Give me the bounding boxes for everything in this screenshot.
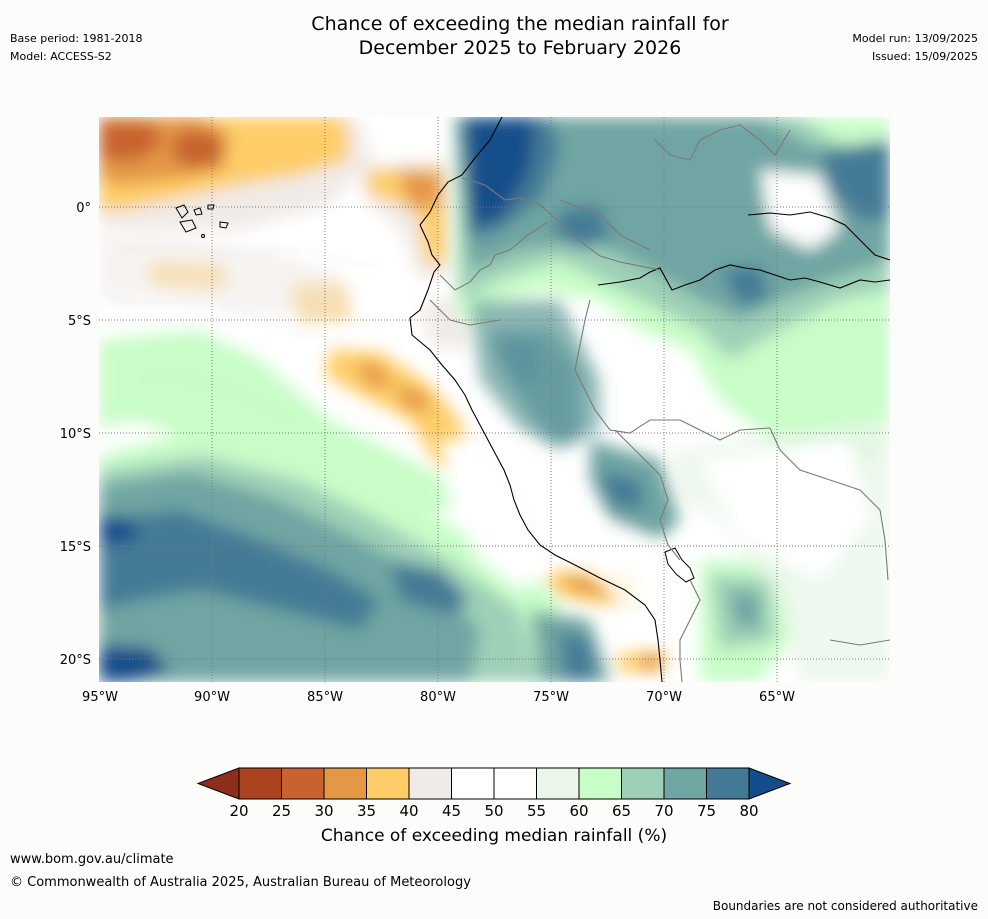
model-run: Model run: 13/09/2025 bbox=[852, 32, 978, 45]
high-chance-regions bbox=[99, 117, 890, 682]
map-title: Chance of exceeding the median rainfall … bbox=[200, 12, 840, 60]
colorbar-segment bbox=[578, 767, 622, 800]
x-tick-75w: 75°W bbox=[533, 690, 569, 705]
colorbar-segment bbox=[238, 767, 282, 800]
x-axis-ticks: 95°W 90°W 85°W 80°W 75°W 70°W 65°W bbox=[82, 690, 795, 705]
y-tick-0: 0° bbox=[76, 201, 91, 216]
contour-texture bbox=[109, 246, 886, 611]
metadata-right: Model run: 13/09/2025 Issued: 15/09/2025 bbox=[852, 30, 978, 66]
colorbar-tick-label: 30 bbox=[314, 802, 333, 820]
colorbar-segment bbox=[408, 767, 452, 800]
colorbar-segment bbox=[621, 767, 665, 800]
colorbar: 20 25 30 35 40 45 50 55 60 65 70 75 80 bbox=[196, 767, 792, 820]
colorbar-tick-label: 25 bbox=[272, 802, 291, 820]
country-borders bbox=[429, 124, 890, 682]
x-tick-65w: 65°W bbox=[759, 690, 795, 705]
base-period: Base period: 1981-2018 bbox=[10, 32, 143, 45]
colorbar-segment bbox=[493, 767, 537, 800]
colorbar-tick-label: 65 bbox=[612, 802, 631, 820]
x-tick-95w: 95°W bbox=[82, 690, 118, 705]
footer-copyright: © Commonwealth of Australia 2025, Austra… bbox=[10, 875, 471, 890]
amazon-river bbox=[597, 211, 890, 291]
y-axis-ticks: 0° 5°S 10°S 15°S 20°S bbox=[60, 201, 91, 668]
colorbar-tick-label: 70 bbox=[654, 802, 673, 820]
metadata-left: Base period: 1981-2018 Model: ACCESS-S2 bbox=[10, 30, 142, 66]
gridlines bbox=[99, 117, 890, 682]
low-chance-regions bbox=[99, 117, 665, 672]
colorbar-tick-label: 35 bbox=[357, 802, 376, 820]
colorbar-segment bbox=[663, 767, 707, 800]
colorbar-tick-label: 20 bbox=[229, 802, 248, 820]
colorbar-tick-label: 75 bbox=[697, 802, 716, 820]
colorbar-extend-below bbox=[196, 767, 240, 800]
colorbar-tick-label: 55 bbox=[527, 802, 546, 820]
issued-date: Issued: 15/09/2025 bbox=[871, 50, 978, 63]
x-tick-80w: 80°W bbox=[420, 690, 456, 705]
colorbar-segment bbox=[366, 767, 410, 800]
x-tick-70w: 70°W bbox=[646, 690, 682, 705]
y-tick-20s: 20°S bbox=[60, 653, 91, 668]
colorbar-segment bbox=[706, 767, 750, 800]
colorbar-title: Chance of exceeding median rainfall (%) bbox=[320, 826, 668, 846]
lake-titicaca bbox=[664, 547, 695, 583]
footer-url[interactable]: www.bom.gov.au/climate bbox=[10, 852, 174, 867]
title-line-1: Chance of exceeding the median rainfall … bbox=[311, 13, 729, 35]
colorbar-segment bbox=[536, 767, 580, 800]
colorbar-extend-above bbox=[748, 767, 792, 800]
y-tick-15s: 15°S bbox=[60, 540, 91, 555]
title-line-2: December 2025 to February 2026 bbox=[358, 37, 682, 59]
colorbar-tick-label: 40 bbox=[399, 802, 418, 820]
x-tick-90w: 90°W bbox=[194, 690, 230, 705]
y-tick-10s: 10°S bbox=[60, 427, 91, 442]
colorbar-tick-label: 80 bbox=[739, 802, 758, 820]
galapagos-islands bbox=[175, 204, 229, 238]
colorbar-segment bbox=[323, 767, 367, 800]
model-name: Model: ACCESS-S2 bbox=[10, 50, 112, 63]
colorbar-tick-label: 60 bbox=[569, 802, 588, 820]
colorbar-tick-label: 50 bbox=[484, 802, 503, 820]
footer-disclaimer: Boundaries are not considered authoritat… bbox=[712, 899, 978, 913]
x-tick-85w: 85°W bbox=[307, 690, 343, 705]
colorbar-segment bbox=[451, 767, 495, 800]
coastline bbox=[409, 117, 663, 682]
y-tick-5s: 5°S bbox=[68, 314, 91, 329]
probability-field bbox=[99, 117, 890, 682]
colorbar-tick-label: 45 bbox=[442, 802, 461, 820]
colorbar-segment bbox=[281, 767, 325, 800]
